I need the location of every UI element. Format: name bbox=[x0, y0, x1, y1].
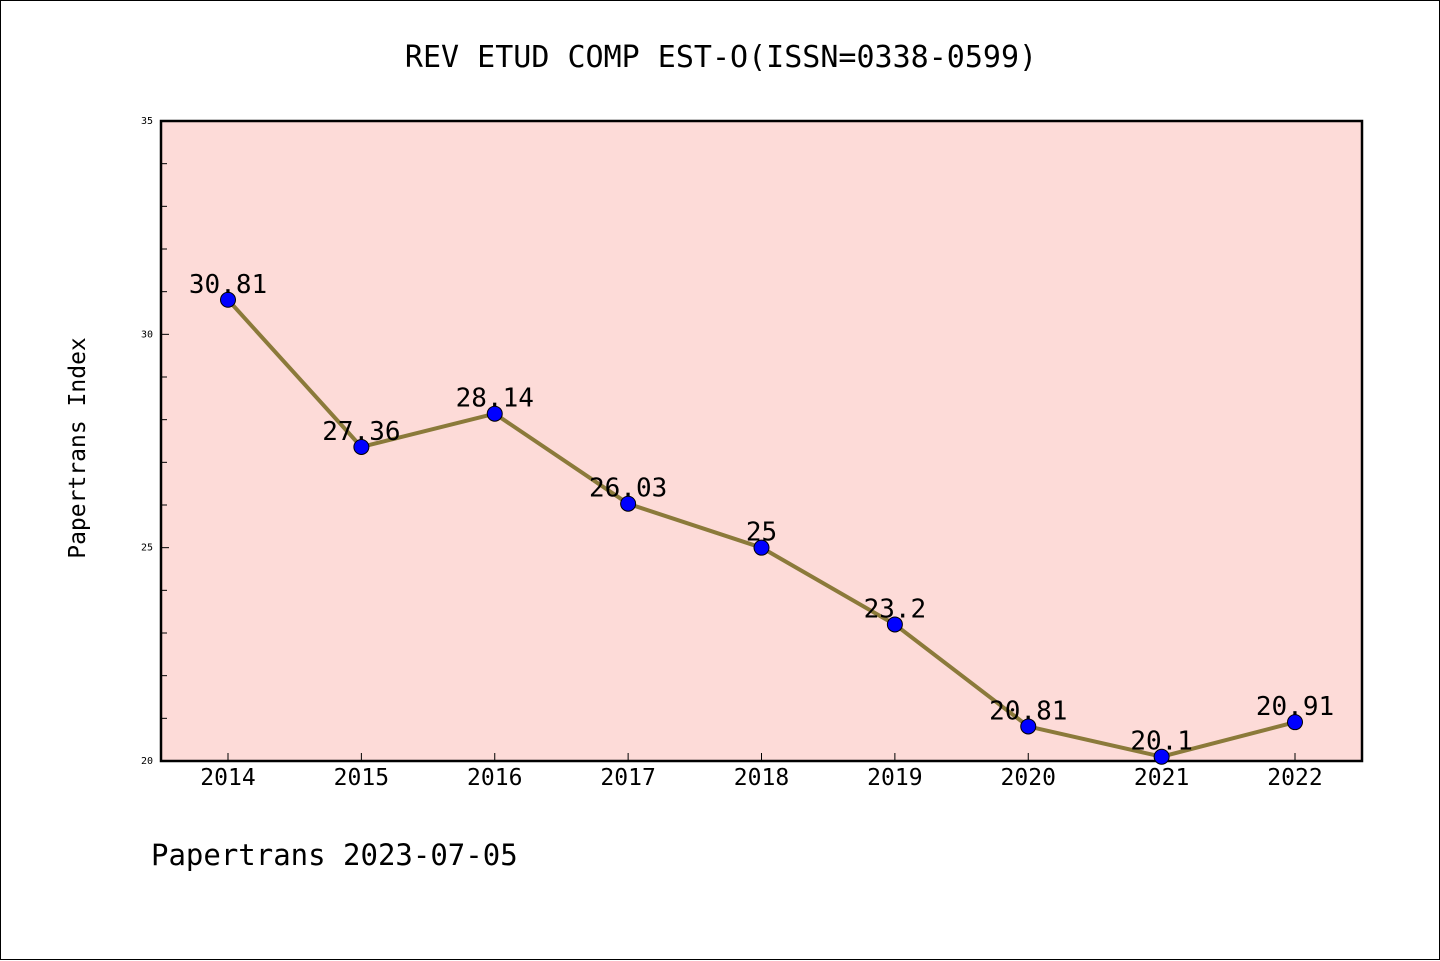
x-axis-ticks: 2014 2015 2016 2017 2018 2019 2020 2021 2022 bbox=[200, 753, 1323, 791]
data-point bbox=[220, 291, 236, 308]
x-tick-label: 2022 bbox=[1267, 765, 1322, 791]
data-point bbox=[1287, 714, 1303, 731]
data-label: 27.36 bbox=[322, 417, 400, 447]
series-layer bbox=[220, 291, 1303, 765]
chart-title: REV ETUD COMP EST-O(ISSN=0338-0599) bbox=[405, 40, 1037, 75]
data-label: 28.14 bbox=[456, 384, 534, 414]
x-tick-label: 2014 bbox=[200, 765, 255, 791]
data-point bbox=[353, 438, 370, 455]
data-point bbox=[886, 616, 903, 633]
data-label: 20.81 bbox=[989, 696, 1067, 726]
x-tick-label: 2017 bbox=[600, 765, 655, 791]
data-label: 26.03 bbox=[589, 474, 667, 504]
y-axis-label: Papertrans Index bbox=[65, 337, 91, 559]
x-tick-label: 2018 bbox=[734, 765, 789, 791]
x-tick-label: 2021 bbox=[1134, 765, 1189, 791]
x-tick-label: 2019 bbox=[867, 765, 922, 791]
data-point bbox=[1020, 718, 1037, 735]
data-point bbox=[753, 539, 770, 556]
data-labels-layer: 30.81 27.36 28.14 26.03 25 23.2 20.81 20.1 20.91 bbox=[189, 270, 1334, 757]
y-tick-label: 25 bbox=[141, 543, 153, 554]
data-label: 30.81 bbox=[189, 270, 267, 300]
data-point bbox=[486, 405, 503, 422]
data-label: 20.1 bbox=[1130, 727, 1193, 757]
data-label: 25 bbox=[746, 518, 777, 548]
footer-text: Papertrans 2023-07-05 bbox=[151, 838, 518, 872]
x-tick-label: 2016 bbox=[467, 765, 522, 791]
y-axis-ticks: 20 25 30 35 bbox=[141, 116, 169, 767]
data-point bbox=[620, 495, 637, 512]
y-tick-label: 20 bbox=[141, 756, 153, 767]
data-point bbox=[1153, 748, 1170, 765]
x-tick-label: 2015 bbox=[334, 765, 389, 791]
y-tick-label: 30 bbox=[141, 329, 153, 340]
x-tick-label: 2020 bbox=[1001, 765, 1056, 791]
data-label: 20.91 bbox=[1256, 692, 1334, 722]
y-tick-label: 35 bbox=[141, 116, 153, 127]
data-label: 23.2 bbox=[864, 594, 927, 624]
